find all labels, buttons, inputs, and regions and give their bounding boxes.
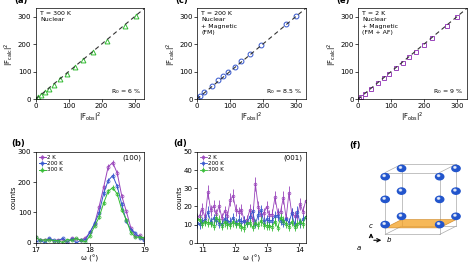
X-axis label: |F$_\mathregular{obs}$|$^2$: |F$_\mathregular{obs}$|$^2$ bbox=[79, 111, 101, 124]
X-axis label: |F$_\mathregular{obs}$|$^2$: |F$_\mathregular{obs}$|$^2$ bbox=[401, 111, 424, 124]
Polygon shape bbox=[385, 220, 456, 228]
Circle shape bbox=[397, 165, 406, 172]
Circle shape bbox=[436, 222, 444, 228]
Y-axis label: |F$_\mathregular{calc}$|$^2$: |F$_\mathregular{calc}$|$^2$ bbox=[3, 42, 17, 66]
Circle shape bbox=[436, 174, 444, 180]
Circle shape bbox=[452, 165, 460, 172]
Circle shape bbox=[438, 198, 440, 199]
Text: R$_0$ = 6 %: R$_0$ = 6 % bbox=[111, 87, 141, 96]
Legend: 2 K, 200 K, 300 K: 2 K, 200 K, 300 K bbox=[38, 155, 64, 173]
Circle shape bbox=[381, 222, 389, 228]
X-axis label: |F$_\mathregular{obs}$|$^2$: |F$_\mathregular{obs}$|$^2$ bbox=[240, 111, 263, 124]
Circle shape bbox=[397, 213, 406, 220]
Text: T = 200 K
Nuclear
+ Magnetic
(FM): T = 200 K Nuclear + Magnetic (FM) bbox=[201, 11, 237, 35]
Text: (d): (d) bbox=[173, 139, 187, 148]
Y-axis label: |F$_\mathregular{calc}$|$^2$: |F$_\mathregular{calc}$|$^2$ bbox=[326, 42, 339, 66]
Y-axis label: counts: counts bbox=[10, 186, 17, 209]
Circle shape bbox=[383, 175, 385, 177]
Text: (100): (100) bbox=[122, 155, 141, 161]
Circle shape bbox=[397, 188, 406, 194]
X-axis label: ω (°): ω (°) bbox=[82, 254, 99, 261]
Circle shape bbox=[454, 167, 456, 168]
Circle shape bbox=[383, 198, 385, 199]
Circle shape bbox=[400, 189, 401, 191]
Circle shape bbox=[438, 223, 440, 224]
Text: b: b bbox=[386, 237, 391, 243]
Y-axis label: |F$_\mathregular{calc}$|$^2$: |F$_\mathregular{calc}$|$^2$ bbox=[164, 42, 178, 66]
Text: T = 2 K
Nuclear
+ Magnetic
(FM + AF): T = 2 K Nuclear + Magnetic (FM + AF) bbox=[362, 11, 399, 35]
Text: (001): (001) bbox=[283, 155, 302, 161]
Text: (c): (c) bbox=[175, 0, 188, 5]
Circle shape bbox=[436, 196, 444, 203]
Text: (e): (e) bbox=[336, 0, 350, 5]
Text: T = 300 K
Nuclear: T = 300 K Nuclear bbox=[40, 11, 71, 23]
Text: c: c bbox=[369, 223, 373, 229]
Circle shape bbox=[454, 215, 456, 216]
Circle shape bbox=[381, 196, 389, 203]
Circle shape bbox=[452, 213, 460, 220]
Circle shape bbox=[452, 188, 460, 194]
Circle shape bbox=[438, 175, 440, 177]
Circle shape bbox=[383, 223, 385, 224]
Y-axis label: counts: counts bbox=[176, 186, 182, 209]
Text: (b): (b) bbox=[11, 139, 25, 148]
Circle shape bbox=[400, 215, 401, 216]
Circle shape bbox=[454, 189, 456, 191]
Text: (a): (a) bbox=[14, 0, 27, 5]
Legend: 2 K, 200 K, 300 K: 2 K, 200 K, 300 K bbox=[200, 155, 225, 173]
Text: a: a bbox=[356, 245, 361, 251]
Circle shape bbox=[400, 167, 401, 168]
Circle shape bbox=[381, 174, 389, 180]
X-axis label: ω (°): ω (°) bbox=[243, 254, 260, 261]
Text: (f): (f) bbox=[349, 141, 361, 150]
Text: R$_0$ = 8.5 %: R$_0$ = 8.5 % bbox=[266, 87, 302, 96]
Text: R$_0$ = 9 %: R$_0$ = 9 % bbox=[434, 87, 464, 96]
